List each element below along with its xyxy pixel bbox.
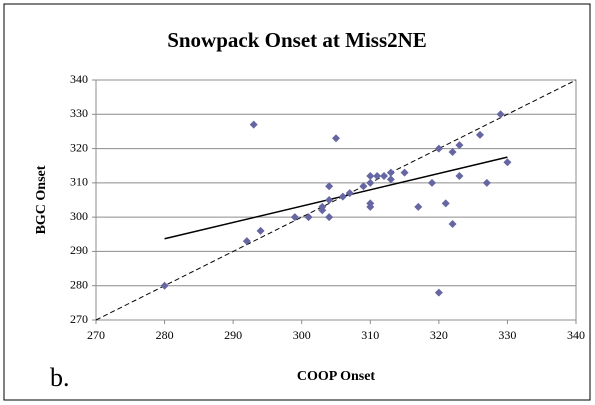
x-tick-label: 310 [361, 328, 379, 342]
point [455, 172, 464, 180]
point [373, 172, 382, 180]
reference-line [95, 79, 577, 321]
point [318, 202, 327, 211]
point [325, 213, 334, 222]
point [496, 110, 505, 119]
point [325, 196, 334, 204]
point [332, 134, 340, 143]
point [476, 130, 484, 139]
point [380, 172, 388, 180]
point [304, 213, 313, 222]
x-tick-label: 320 [430, 328, 448, 342]
point [366, 178, 375, 187]
point [290, 213, 299, 222]
x-axis-title: COOP Onset [297, 369, 376, 384]
point [338, 192, 347, 201]
point [249, 120, 258, 129]
x-tick-label: 300 [293, 328, 311, 342]
chart-frame [3, 3, 591, 401]
x-tick-label: 290 [224, 328, 242, 342]
point [386, 175, 395, 184]
point [434, 288, 443, 297]
y-tick-label: 330 [70, 106, 88, 120]
point [366, 199, 375, 208]
point [359, 182, 368, 191]
point [503, 158, 512, 167]
point [482, 178, 491, 187]
point [345, 189, 354, 198]
point [441, 199, 450, 208]
chart-title: Snowpack Onset at Miss2NE [167, 28, 427, 52]
point [434, 144, 443, 153]
point [455, 141, 464, 150]
x-tick-label: 330 [498, 328, 516, 342]
y-tick-label: 340 [70, 72, 88, 86]
point [325, 182, 334, 191]
y-tick-label: 320 [70, 140, 88, 154]
point [160, 281, 169, 290]
point [386, 168, 395, 177]
y-tick-label: 280 [70, 277, 88, 291]
y-tick-label: 290 [70, 243, 88, 257]
y-tick-label: 310 [70, 175, 88, 189]
point [428, 178, 436, 187]
y-tick-label: 270 [70, 312, 88, 326]
plot-area [95, 79, 577, 321]
point [400, 168, 409, 177]
point [256, 226, 265, 235]
x-tick-label: 340 [567, 328, 585, 342]
x-tick-label: 270 [87, 328, 105, 342]
trendline [164, 156, 508, 240]
panel-label: b. [50, 363, 70, 392]
y-axis-title: BGC Onset [34, 165, 49, 234]
point [242, 237, 251, 246]
x-tick-label: 280 [156, 328, 174, 342]
point [448, 220, 457, 228]
point [414, 202, 423, 211]
y-tick-label: 300 [70, 209, 88, 223]
point [366, 172, 375, 180]
point [448, 148, 457, 156]
